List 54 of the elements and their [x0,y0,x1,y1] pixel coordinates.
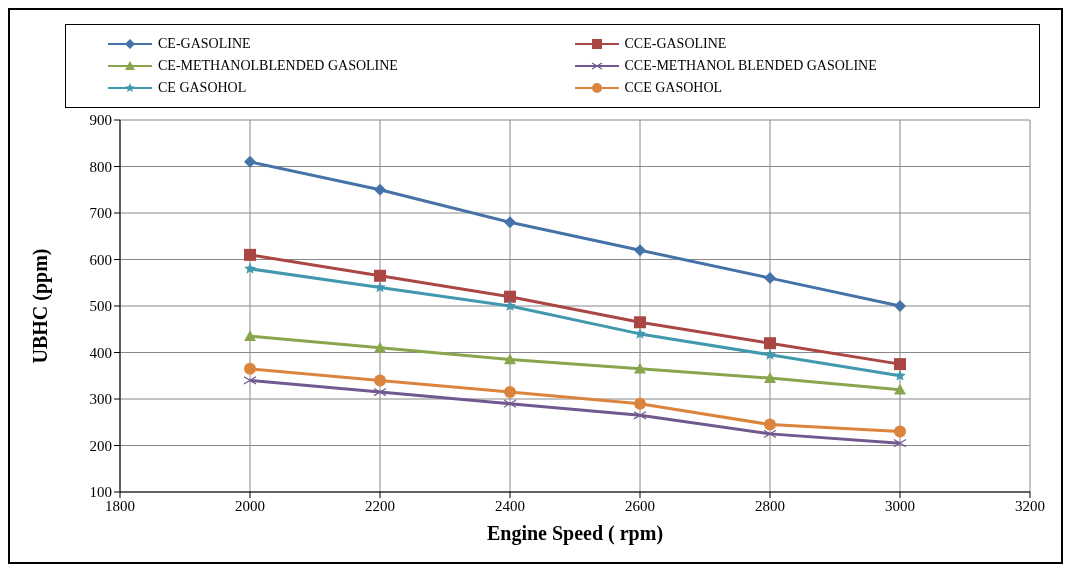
y-tick-label: 800 [89,158,112,175]
point [374,183,386,196]
legend-label: CE-METHANOLBLENDED GASOLINE [158,58,398,74]
point [894,358,906,371]
x-tick-label: 2600 [625,497,655,514]
point [504,216,516,229]
point [764,337,776,350]
point [634,244,646,257]
legend-label: CCE-METHANOL BLENDED GASOLINE [624,58,877,74]
y-tick-label: 400 [89,344,112,361]
point [634,316,646,329]
point [374,281,386,293]
x-tick-label: 3200 [1015,497,1045,514]
point [504,386,516,399]
point [634,362,646,374]
y-axis-title: UBHC (ppm) [29,248,53,364]
legend-label: CCE GASOHOL [624,80,723,96]
y-tick-label: 600 [89,251,112,268]
point [764,418,776,431]
point [764,272,776,285]
legend-label: CCE-GASOLINE [624,36,727,52]
legend-label: CE GASOHOL [158,80,247,96]
point [894,425,906,438]
x-axis-title: Engine Speed ( rpm) [486,522,664,545]
y-tick-label: 700 [89,205,112,222]
point [244,362,256,375]
legend-label: CE-GASOLINE [158,36,251,52]
point [374,269,386,282]
point [244,262,256,274]
x-tick-label: 2400 [495,497,525,514]
point [894,383,906,395]
y-tick-label: 200 [89,437,112,454]
point [374,374,386,387]
point [374,341,386,353]
point [504,353,516,365]
point [764,372,776,383]
y-tick-label: 300 [89,391,112,408]
point [634,327,646,339]
x-tick-label: 2000 [235,497,265,514]
point [244,155,256,168]
point [504,290,516,303]
point [894,300,906,312]
x-tick-label: 3000 [885,497,915,514]
point [244,330,256,342]
y-tick-label: 900 [89,112,112,129]
point [763,429,777,439]
point [634,397,646,410]
point [893,438,907,448]
point [373,387,387,397]
x-tick-label: 2800 [755,497,785,514]
y-tick-label: 500 [89,298,112,315]
point [244,248,256,261]
point [894,369,906,381]
x-tick-label: 2200 [365,497,395,514]
